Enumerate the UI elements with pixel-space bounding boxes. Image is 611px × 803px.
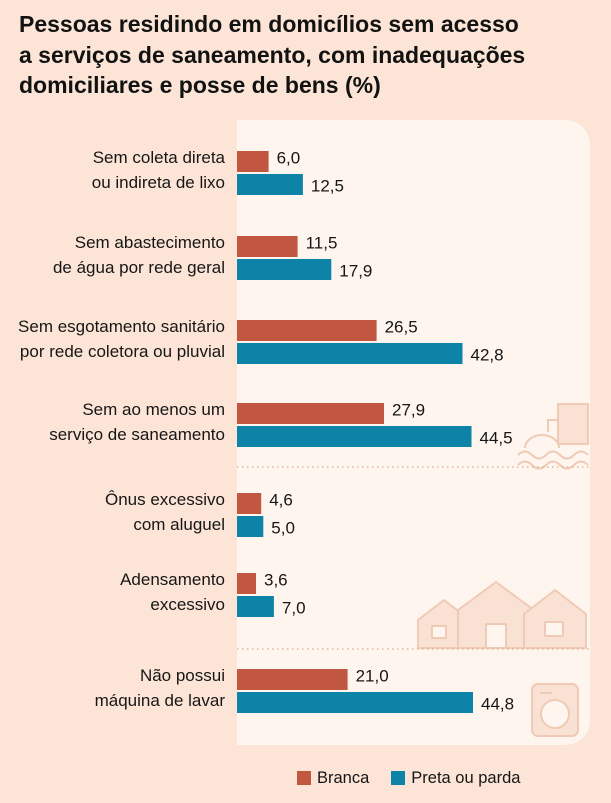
washing-machine-icon xyxy=(531,683,579,737)
category-label: Adensamento excessivo xyxy=(120,570,225,614)
bar-branca xyxy=(237,669,348,690)
value-label-branca: 6,0 xyxy=(277,149,301,168)
category-label: Sem abastecimento de água por rede geral xyxy=(52,233,225,277)
value-label-branca: 3,6 xyxy=(264,571,288,590)
bar-branca xyxy=(237,573,256,594)
bar-preta-ou-parda xyxy=(237,426,472,447)
legend-label-preta-ou-parda: Preta ou parda xyxy=(411,768,521,787)
bar-branca xyxy=(237,151,269,172)
legend-swatch-preta-ou-parda xyxy=(391,771,406,785)
legend-label-branca: Branca xyxy=(317,768,370,787)
bar-branca xyxy=(237,493,262,514)
legend-item-preta-ou-parda: Preta ou parda xyxy=(391,769,520,788)
category-label: Ônus excessivo com aluguel xyxy=(105,490,225,534)
faucet-icon xyxy=(517,403,589,470)
legend: Branca Preta ou parda xyxy=(297,769,542,787)
value-label-preta-ou-parda: 5,0 xyxy=(271,519,295,538)
bar-branca xyxy=(237,320,377,341)
background-illustration xyxy=(417,403,589,737)
bar-branca xyxy=(237,236,298,257)
value-label-branca: 26,5 xyxy=(385,318,418,337)
value-label-preta-ou-parda: 17,9 xyxy=(339,262,372,281)
value-label-preta-ou-parda: 44,8 xyxy=(481,695,514,714)
value-label-preta-ou-parda: 12,5 xyxy=(311,177,344,196)
category-label: Sem coleta direta ou indireta de lixo xyxy=(91,148,225,192)
bar-branca xyxy=(237,403,384,424)
value-label-branca: 11,5 xyxy=(306,234,338,253)
value-label-preta-ou-parda: 42,8 xyxy=(471,346,504,365)
bar-preta-ou-parda xyxy=(237,596,274,617)
category-label: Sem esgotamento sanitário por rede colet… xyxy=(18,317,225,361)
bar-preta-ou-parda xyxy=(237,516,264,537)
bar-preta-ou-parda xyxy=(237,343,463,364)
legend-swatch-branca xyxy=(297,771,311,785)
bar-preta-ou-parda xyxy=(237,259,332,280)
value-label-branca: 4,6 xyxy=(269,491,293,510)
legend-item-branca: Branca xyxy=(297,769,369,788)
value-label-preta-ou-parda: 44,5 xyxy=(480,429,513,448)
bar-preta-ou-parda xyxy=(237,692,473,713)
house-icon xyxy=(417,581,587,649)
value-label-preta-ou-parda: 7,0 xyxy=(282,599,306,618)
category-label: Não possui máquina de lavar xyxy=(94,666,225,710)
bar-preta-ou-parda xyxy=(237,174,303,195)
value-label-branca: 21,0 xyxy=(356,667,389,686)
chart-title: Pessoas residindo em domicílios sem aces… xyxy=(19,11,526,98)
value-label-branca: 27,9 xyxy=(392,401,425,420)
category-label: Sem ao menos um serviço de saneamento xyxy=(49,400,225,444)
